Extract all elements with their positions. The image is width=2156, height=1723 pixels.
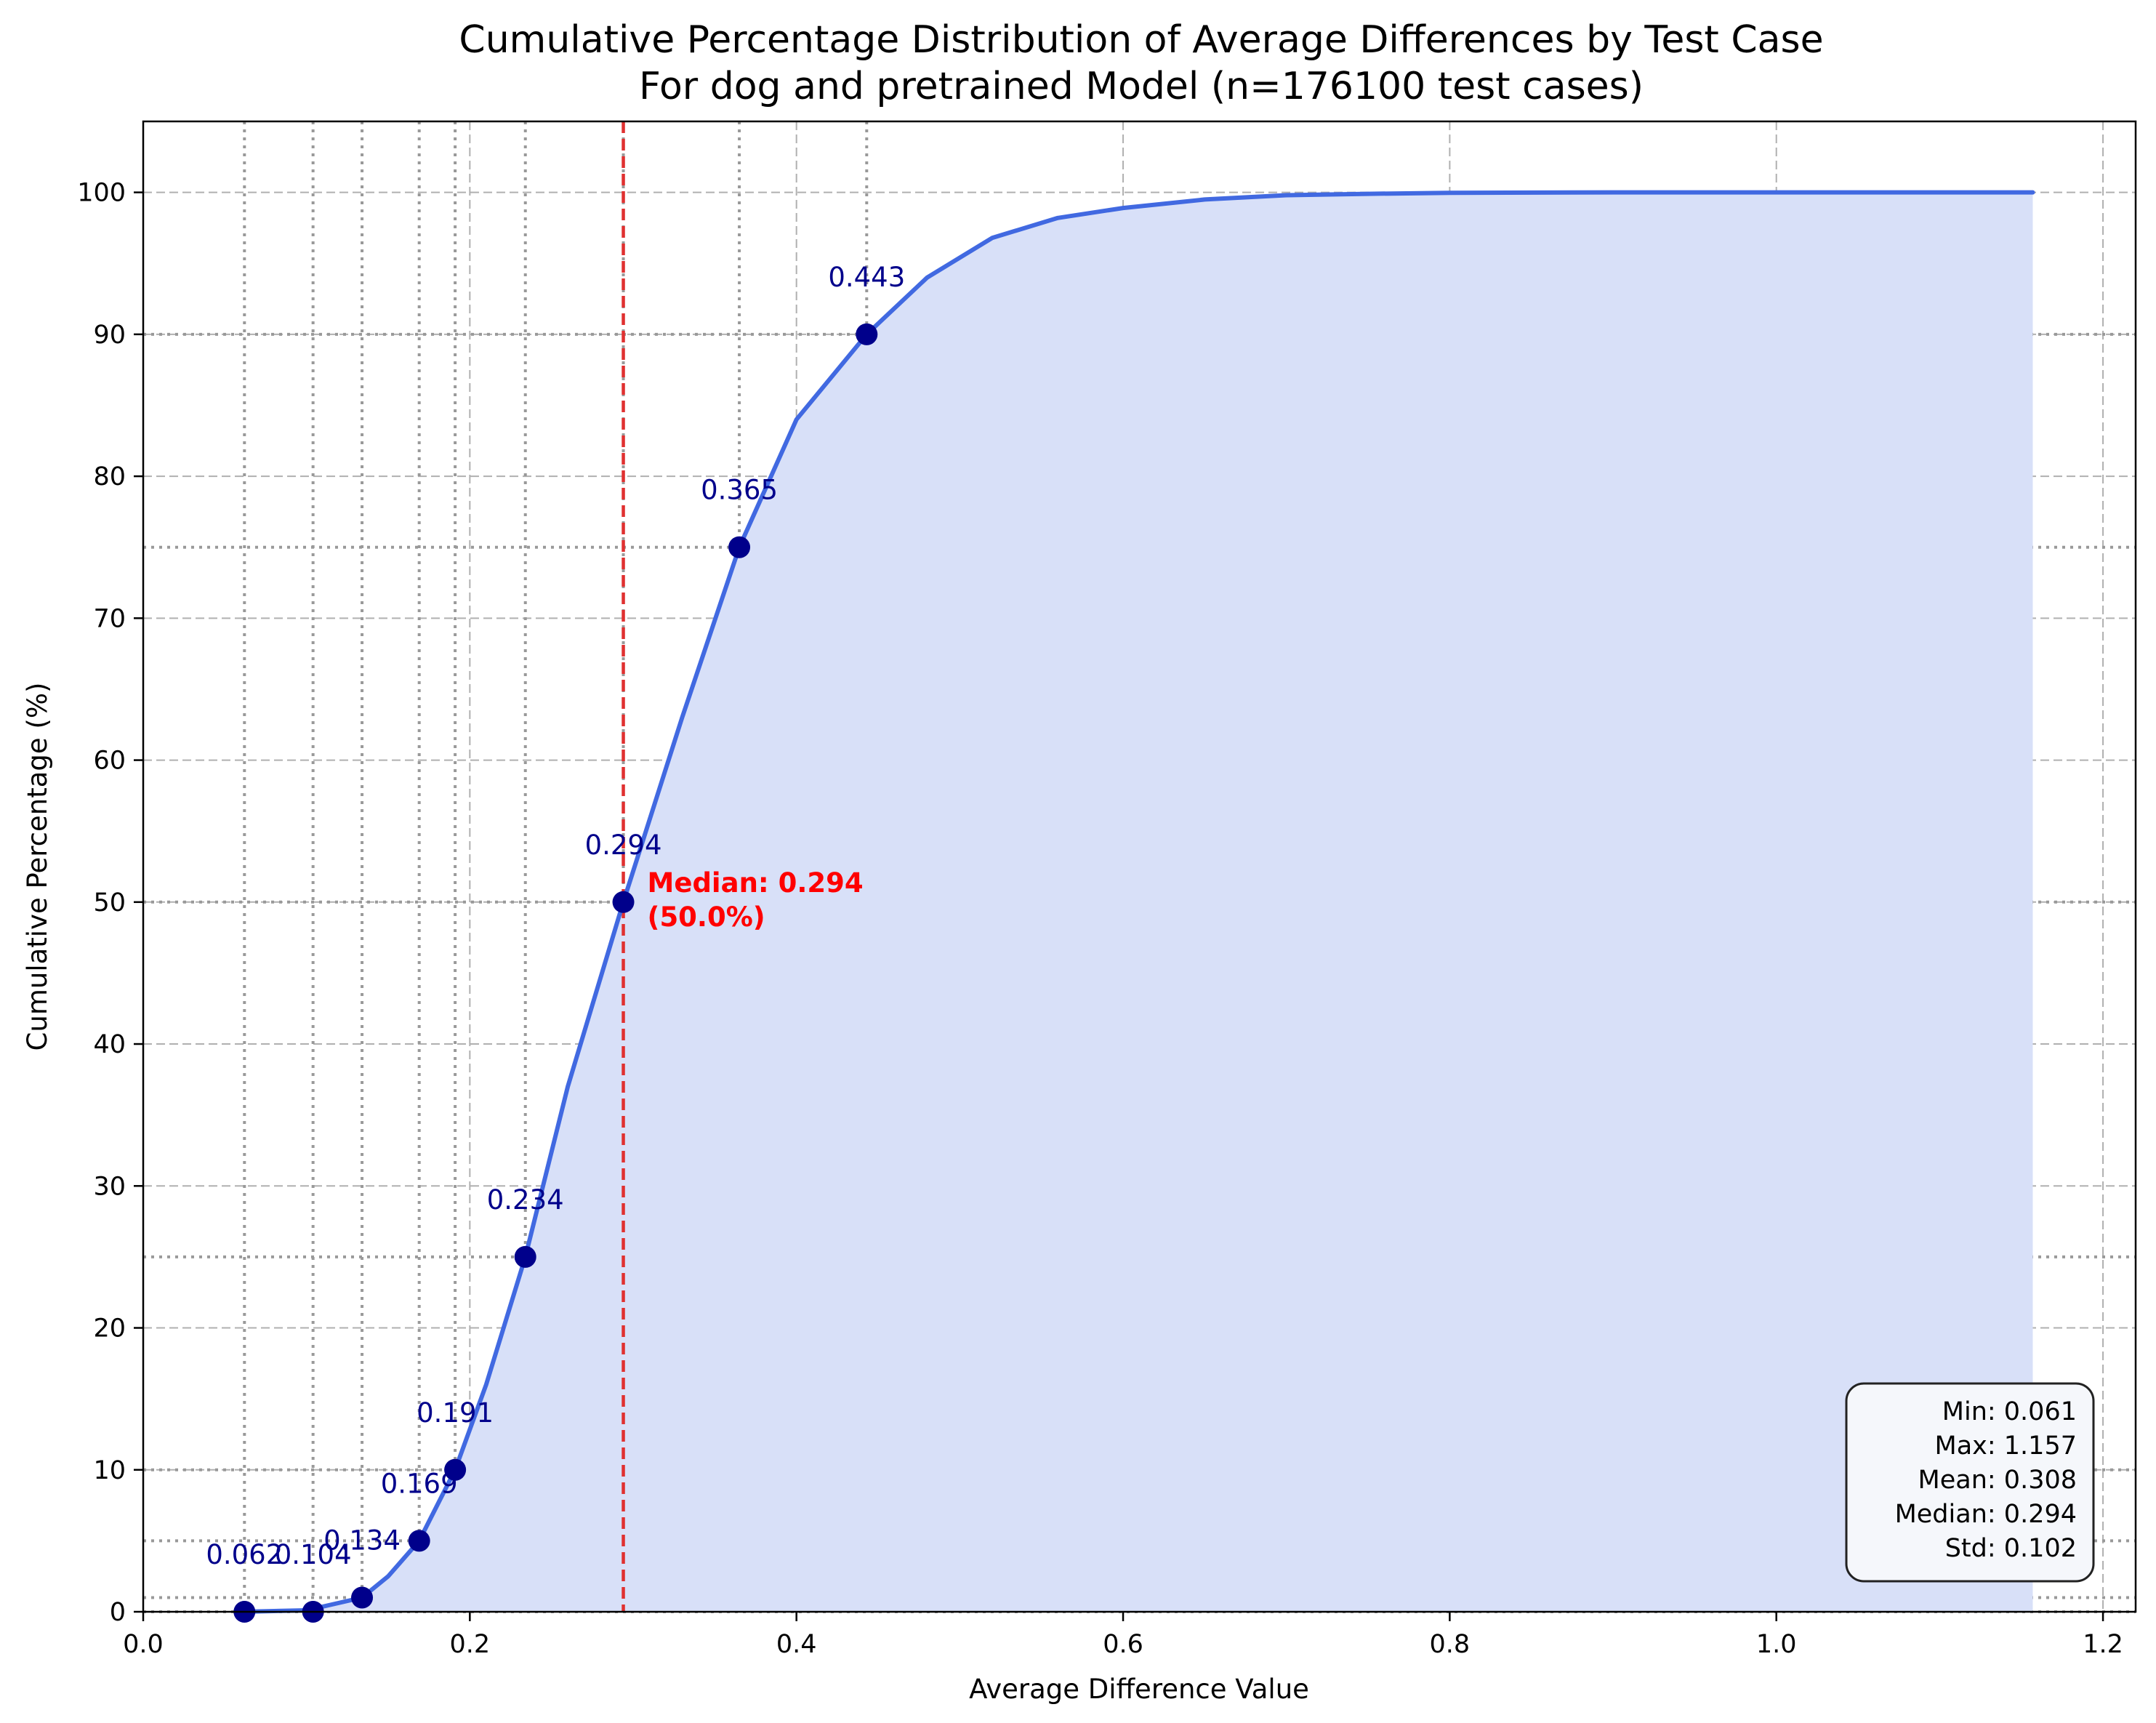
percentile-point — [728, 536, 751, 558]
median-percent-label: (50.0%) — [648, 901, 765, 933]
area-fill-shape — [243, 192, 2033, 1612]
x-tick-label: 0.2 — [450, 1630, 491, 1659]
stat-max: Max: 1.157 — [1935, 1431, 2077, 1461]
y-axis-label: Cumulative Percentage (%) — [22, 683, 53, 1051]
percentile-point — [856, 323, 878, 345]
percentile-point — [514, 1245, 536, 1268]
percentile-point-label: 0.234 — [487, 1184, 564, 1216]
percentile-point — [444, 1458, 467, 1481]
y-tick-label: 30 — [93, 1172, 126, 1201]
median-marker: Median: 0.294(50.0%) — [622, 121, 864, 1612]
percentile-point-label: 0.294 — [585, 830, 662, 861]
x-axis-label: Average Difference Value — [969, 1674, 1309, 1705]
x-tick-label: 0.8 — [1430, 1630, 1471, 1659]
area-fill — [243, 192, 2033, 1612]
stats-box-frame — [1845, 1382, 2095, 1583]
stat-median: Median: 0.294 — [1895, 1500, 2077, 1529]
stat-std: Std: 0.102 — [1945, 1534, 2077, 1563]
percentile-point-label: 0.191 — [417, 1397, 494, 1429]
y-tick-label: 100 — [77, 179, 126, 208]
percentile-point-label: 0.062 — [206, 1539, 283, 1570]
y-tick-label: 10 — [93, 1456, 126, 1485]
y-tick-label: 0 — [110, 1598, 126, 1627]
chart-subtitle: For dog and pretrained Model (n=176100 t… — [639, 65, 1644, 108]
x-tick-label: 1.2 — [2083, 1630, 2123, 1659]
plot-frame — [142, 120, 2137, 1613]
median-label: Median: 0.294 — [648, 867, 864, 899]
y-tick-label: 50 — [93, 888, 126, 917]
axis-ticks: 0.0 0.2 0.4 0.6 0.8 1.0 1.2 0 10 20 30 40 50 60 70 80 90… — [77, 179, 2123, 1659]
x-tick-label: 0.6 — [1103, 1630, 1143, 1659]
percentile-point — [351, 1586, 374, 1609]
percentile-point-label: 0.365 — [701, 475, 778, 506]
percentile-points: 0.0620.1040.1340.1690.1910.2340.2940.365… — [206, 262, 905, 1623]
percentile-point-label: 0.134 — [323, 1525, 401, 1556]
y-tick-label: 40 — [93, 1030, 126, 1059]
percentile-point-label: 0.443 — [828, 262, 905, 293]
y-tick-label: 90 — [93, 321, 126, 350]
percentile-point — [612, 891, 635, 913]
x-tick-label: 0.4 — [776, 1630, 817, 1659]
percentile-point-label: 0.104 — [275, 1539, 352, 1570]
x-tick-label: 0.0 — [123, 1630, 164, 1659]
stat-min: Min: 0.061 — [1942, 1397, 2077, 1426]
y-tick-label: 60 — [93, 747, 126, 776]
stats-box: Min: 0.061 Max: 1.157 Mean: 0.308 Median… — [1845, 1382, 2095, 1583]
y-tick-label: 80 — [93, 462, 126, 491]
x-tick-label: 1.0 — [1756, 1630, 1797, 1659]
percentile-point — [408, 1530, 430, 1552]
y-tick-label: 70 — [93, 604, 126, 633]
stat-mean: Mean: 0.308 — [1918, 1466, 2077, 1495]
chart-title: Cumulative Percentage Distribution of Av… — [459, 18, 1823, 62]
y-tick-label: 20 — [93, 1314, 126, 1344]
